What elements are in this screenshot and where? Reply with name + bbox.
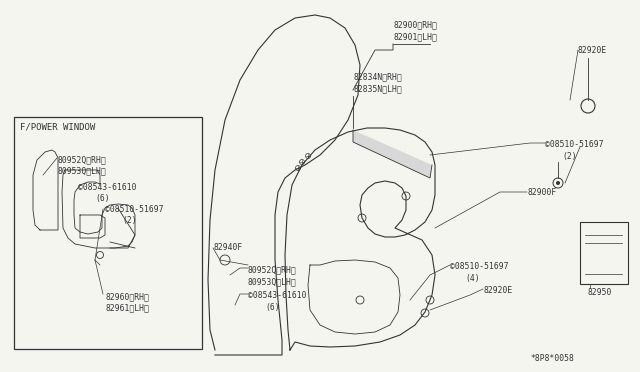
Text: *8P8*0058: *8P8*0058	[530, 354, 574, 363]
Text: ©08543-61610: ©08543-61610	[248, 291, 307, 300]
Text: ©08543-61610: ©08543-61610	[78, 183, 136, 192]
Text: 82834N〈RH〉: 82834N〈RH〉	[354, 72, 403, 81]
Text: (2): (2)	[562, 152, 577, 161]
Text: (6): (6)	[265, 303, 280, 312]
Text: F/POWER WINDOW: F/POWER WINDOW	[20, 123, 95, 132]
Text: 82950: 82950	[587, 288, 611, 297]
Bar	[14, 117, 202, 349]
Text: 80953Q〈LH〉: 80953Q〈LH〉	[248, 277, 297, 286]
Text: 82920E: 82920E	[578, 46, 607, 55]
Text: 82920E: 82920E	[483, 286, 512, 295]
Text: 82835N〈LH〉: 82835N〈LH〉	[354, 84, 403, 93]
Text: 82940F: 82940F	[213, 243, 243, 252]
Text: 80952Q〈RH〉: 80952Q〈RH〉	[248, 265, 297, 274]
Text: (2): (2)	[122, 216, 136, 225]
Text: 82900〈RH〉: 82900〈RH〉	[393, 20, 437, 29]
Polygon shape	[353, 130, 432, 178]
Text: (6): (6)	[95, 194, 109, 203]
Bar	[580, 222, 628, 284]
Text: (4): (4)	[465, 274, 479, 283]
Text: ©08510-51697: ©08510-51697	[545, 140, 604, 149]
Circle shape	[556, 181, 560, 185]
Text: ©08510-51697: ©08510-51697	[450, 262, 509, 271]
Text: 80952Q〈RH〉: 80952Q〈RH〉	[58, 155, 107, 164]
Text: 82960〈RH〉: 82960〈RH〉	[105, 292, 149, 301]
Text: 80953Q〈LH〉: 80953Q〈LH〉	[58, 166, 107, 175]
Text: 82900F: 82900F	[527, 188, 556, 197]
Text: ©08510-51697: ©08510-51697	[105, 205, 163, 214]
Text: 82901〈LH〉: 82901〈LH〉	[393, 32, 437, 41]
Text: 82961〈LH〉: 82961〈LH〉	[105, 303, 149, 312]
